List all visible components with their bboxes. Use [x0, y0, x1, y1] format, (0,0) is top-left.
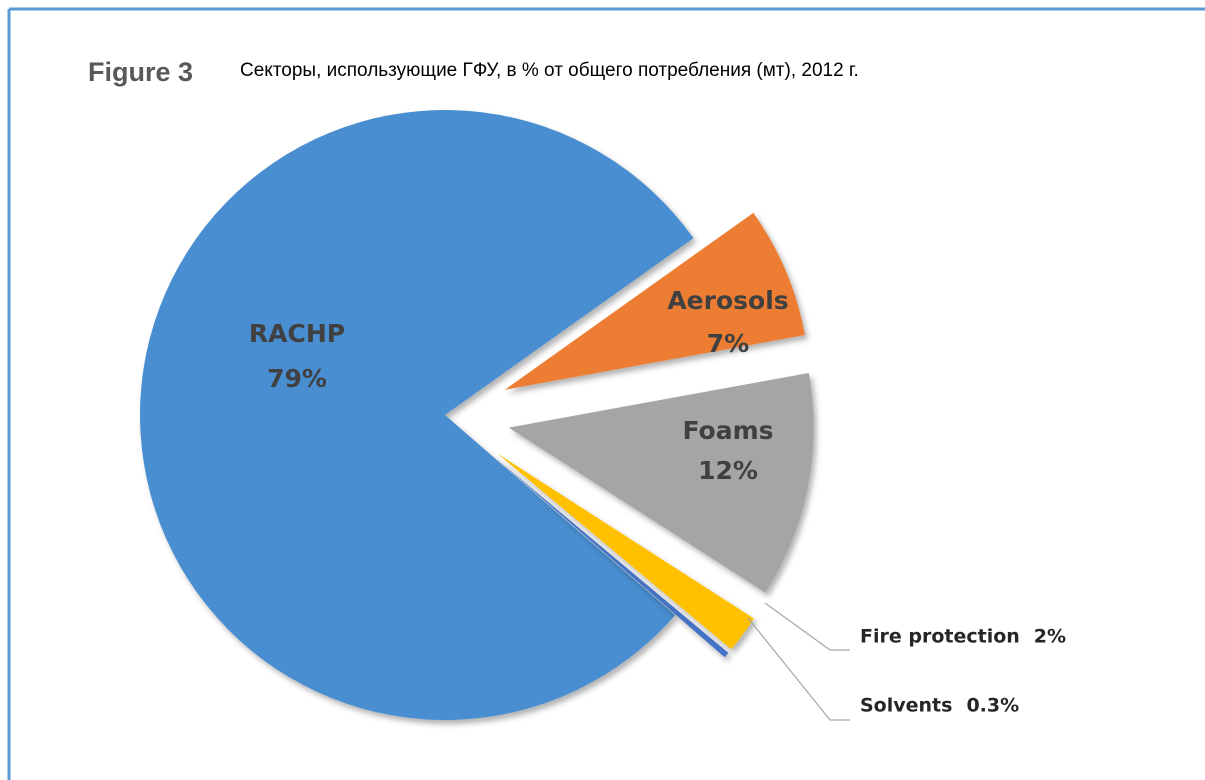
pie-slice — [139, 110, 694, 720]
chart-title: Figure 3 — [88, 57, 193, 87]
leader-line — [764, 602, 850, 651]
slice-label: Foams — [682, 416, 773, 445]
pie — [139, 110, 814, 720]
slice-value-label: 0.3% — [966, 695, 1019, 717]
slice-label: RACHP — [249, 319, 345, 348]
leader-line — [747, 617, 850, 721]
pie-slice — [504, 212, 805, 390]
chart-subtitle: Секторы, использующие ГФУ, в % от общего… — [240, 60, 859, 81]
slice-value-label: 7% — [707, 329, 749, 358]
slice-label: Aerosols — [667, 286, 788, 315]
pie-slice — [508, 372, 814, 593]
pie-slice — [497, 453, 754, 650]
slice-label: Solvents — [860, 695, 952, 717]
slice-value-label: 12% — [698, 456, 758, 485]
slice-label: Fire protection — [860, 626, 1020, 648]
slice-value-label: 79% — [267, 364, 327, 393]
slice-value-label: 2% — [1034, 626, 1066, 648]
pie-slice — [494, 457, 729, 658]
